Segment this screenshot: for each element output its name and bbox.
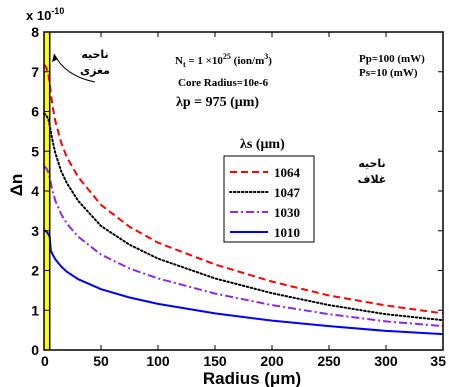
legend-label-1010: 1010 bbox=[274, 225, 300, 240]
y-tick-label: 5 bbox=[31, 143, 39, 159]
lambda-p-annotation: λp = 975 (μm) bbox=[176, 95, 259, 110]
core-label-line1: ناحیه bbox=[81, 48, 108, 61]
series-layer bbox=[43, 63, 444, 336]
cladding-label-line2: غلاف bbox=[358, 173, 387, 186]
x-tick-label: 50 bbox=[93, 353, 109, 369]
legend-items: 1064 1047 1030 1010 bbox=[229, 165, 301, 240]
parameter-annotations: Nt = 1 ×1025 (ion/m3) Core Radius=10e-6 … bbox=[175, 52, 425, 110]
nt-annotation: Nt = 1 ×1025 (ion/m3) bbox=[175, 52, 272, 69]
y-tick-label: 0 bbox=[31, 342, 39, 358]
series-line-1030 bbox=[43, 165, 444, 328]
x-tick-label: 150 bbox=[203, 353, 227, 369]
y-tick-label: 7 bbox=[31, 64, 39, 80]
x-tick-label: 35 bbox=[430, 353, 446, 369]
y-axis-label: Δn bbox=[7, 174, 26, 197]
y-tick-label: 8 bbox=[31, 24, 39, 40]
y-tick-label: 3 bbox=[31, 223, 39, 239]
cladding-annotation: ناحیه غلاف bbox=[358, 157, 387, 186]
y-tick-label: 6 bbox=[31, 104, 39, 120]
x-tick-label: 300 bbox=[374, 353, 398, 369]
core-annotation: ناحیه مغزی bbox=[52, 48, 110, 83]
series-line-1010 bbox=[43, 229, 444, 336]
legend-box bbox=[223, 155, 315, 243]
core-arrowhead-icon bbox=[52, 54, 58, 62]
y-tick-label: 2 bbox=[31, 263, 39, 279]
legend-label-1064: 1064 bbox=[274, 165, 301, 180]
x-tick-label: 0 bbox=[41, 353, 49, 369]
y-tick-label: 1 bbox=[31, 302, 39, 318]
y-tick-label: 4 bbox=[31, 183, 39, 199]
core-radius-annotation: Core Radius=10e-6 bbox=[178, 77, 269, 89]
core-label-line2: مغزی bbox=[80, 64, 110, 77]
x-axis-label: Radius (μm) bbox=[203, 369, 301, 387]
legend-label-1047: 1047 bbox=[274, 185, 301, 200]
pp-annotation: Pp=100 (mW) bbox=[359, 53, 425, 65]
x-tick-label: 250 bbox=[317, 353, 341, 369]
legend: λs (μm) 1064 1047 1030 1010 bbox=[223, 137, 315, 243]
x-tick-label: 200 bbox=[260, 353, 284, 369]
ps-annotation: Ps=10 (mW) bbox=[359, 67, 418, 79]
x-tick-label: 100 bbox=[146, 353, 170, 369]
y-multiplier: x 10-10 bbox=[26, 6, 64, 23]
legend-title: λs (μm) bbox=[240, 137, 285, 152]
series-line-1064 bbox=[43, 63, 444, 315]
cladding-label-line1: ناحیه bbox=[358, 157, 385, 170]
legend-label-1030: 1030 bbox=[274, 205, 300, 220]
series-line-1047 bbox=[43, 112, 444, 322]
